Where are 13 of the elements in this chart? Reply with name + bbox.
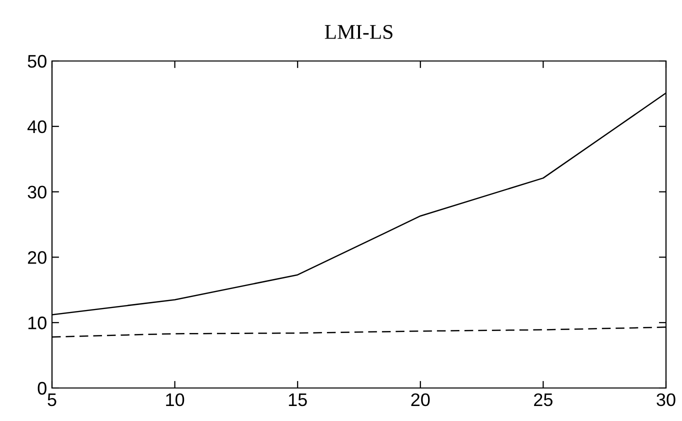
x-tick-label: 5 <box>48 394 56 406</box>
chart-title: LMI-LS <box>324 24 392 39</box>
y-tick-label: 20 <box>28 251 46 264</box>
x-tick-label: 10 <box>166 393 184 406</box>
y-tick-label: 50 <box>28 54 46 68</box>
x-tick-label: 25 <box>534 393 552 406</box>
y-tick-label: 30 <box>28 186 46 199</box>
x-tick-label: 30 <box>656 393 676 406</box>
x-tick-label: 20 <box>411 393 430 406</box>
y-tick-label: 40 <box>27 120 46 134</box>
x-tick-label: 15 <box>288 394 307 406</box>
y-tick-label: 10 <box>28 316 46 330</box>
y-tick-label: 0 <box>38 382 46 395</box>
